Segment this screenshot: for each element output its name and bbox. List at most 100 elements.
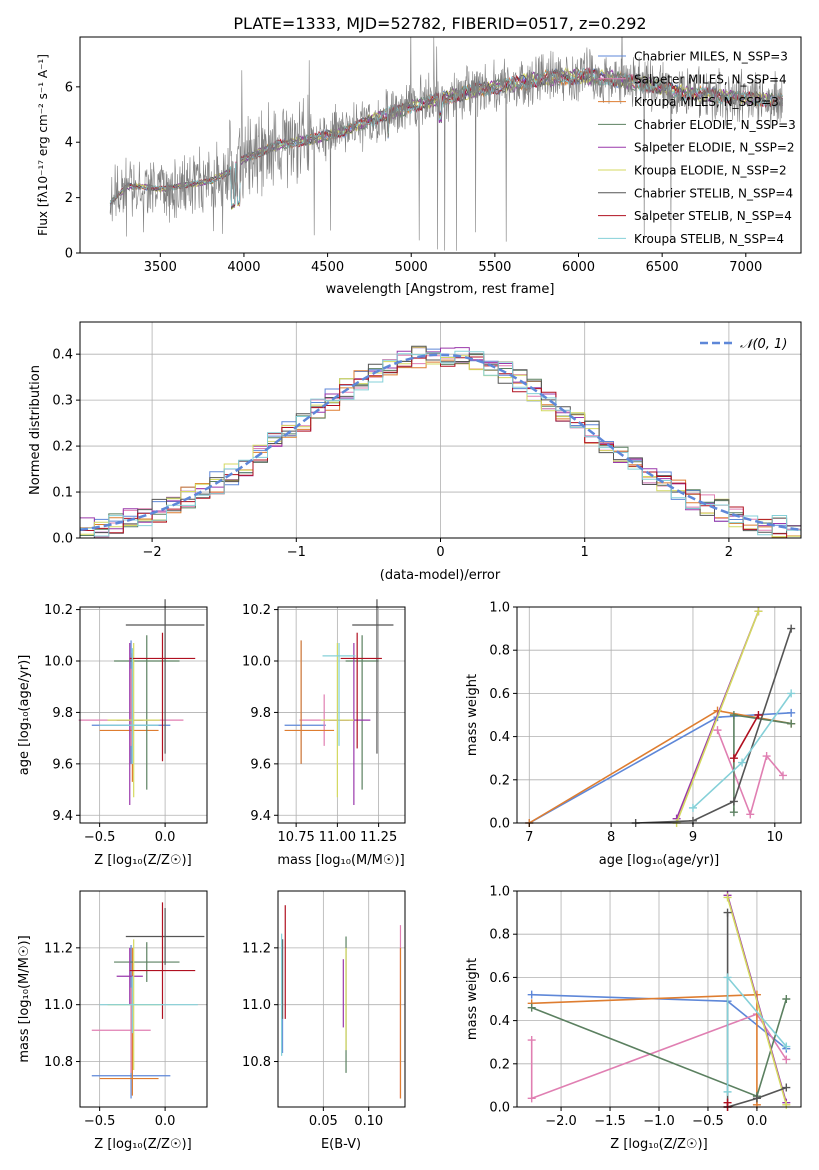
weight-point bbox=[782, 995, 791, 1003]
y-tick-label: 9.8 bbox=[52, 706, 73, 721]
y-tick-label: 10.0 bbox=[44, 655, 73, 670]
weight-z-axes: −2.0 −1.5 −1.0 −0.5 0.0 0.0 0.2 0.4 0.6 0.8 1.0 bbox=[489, 885, 767, 1130]
y-tick-label: 0.2 bbox=[489, 1057, 510, 1072]
y-tick-label: 9.6 bbox=[52, 757, 73, 772]
x-tick-label: 9 bbox=[689, 830, 697, 845]
x-tick-label: 0.05 bbox=[309, 1114, 338, 1129]
error-bar bbox=[116, 947, 143, 1005]
residual-legend: 𝒩(0, 1) bbox=[700, 337, 787, 352]
x-tick-label: 7 bbox=[525, 830, 533, 845]
error-bar bbox=[114, 942, 180, 982]
x-tick-label: 3500 bbox=[144, 260, 177, 275]
weight-age-ylabel: mass weight bbox=[465, 674, 480, 756]
error-bar bbox=[114, 635, 180, 790]
spectrum-lines bbox=[109, 37, 784, 251]
y-tick-label: 11.2 bbox=[242, 941, 271, 956]
age-z-axes: −0.5 0.0 9.4 9.6 9.8 10.0 10.2 bbox=[44, 603, 175, 845]
y-tick-label: 10.0 bbox=[242, 655, 271, 670]
weight-line bbox=[530, 1013, 787, 1100]
weight-point bbox=[723, 973, 732, 982]
legend-label: 𝒩(0, 1) bbox=[740, 337, 787, 352]
weight-point bbox=[787, 689, 796, 698]
spectrum-axes: 3500 4000 4500 5000 5500 6000 6500 7000 0 2 4 6 bbox=[65, 80, 763, 275]
weight-z-xlabel: Z [log₁₀(Z/Z☉)] bbox=[610, 1137, 707, 1152]
weight-point bbox=[729, 808, 738, 817]
age-z-frame bbox=[79, 606, 208, 824]
y-tick-label: 0.4 bbox=[489, 1014, 510, 1029]
legend-label: Salpeter STELIB, N_SSP=4 bbox=[634, 209, 792, 223]
weight-point bbox=[729, 797, 738, 806]
error-bar bbox=[345, 635, 379, 790]
weight-age-panel: 7 8 9 10 0.0 0.2 0.4 0.6 0.8 1.0 age [log₁₀(age/y… bbox=[465, 601, 802, 868]
age-mass-panel: 10.75 11.00 11.25 9.4 9.6 9.8 10.0 10.2 mass [l… bbox=[242, 599, 406, 868]
x-tick-label: 5000 bbox=[395, 260, 428, 275]
x-tick-label: −1 bbox=[287, 545, 306, 560]
weight-point bbox=[754, 711, 763, 719]
spectrum-frame bbox=[79, 36, 802, 254]
x-tick-label: −0.5 bbox=[84, 830, 116, 845]
x-tick-label: 10 bbox=[767, 830, 784, 845]
weight-point bbox=[723, 1098, 732, 1107]
error-bar bbox=[91, 987, 151, 1073]
x-tick-label: 11.00 bbox=[319, 830, 356, 845]
weight-point bbox=[723, 908, 732, 917]
y-tick-label: 0.0 bbox=[489, 1101, 510, 1116]
y-tick-label: 0.6 bbox=[489, 971, 510, 986]
residual-xlabel: (data-model)/error bbox=[380, 568, 501, 583]
normal-curve bbox=[80, 353, 801, 532]
weight-z-marks bbox=[527, 891, 791, 1111]
legend-label: Chabrier MILES, N_SSP=3 bbox=[634, 50, 788, 64]
legend-label: Salpeter ELODIE, N_SSP=2 bbox=[634, 141, 795, 155]
weight-line bbox=[675, 611, 760, 824]
weight-point bbox=[787, 708, 796, 717]
y-tick-label: 0.0 bbox=[489, 817, 510, 832]
residual-ylabel: Normed distribution bbox=[28, 365, 43, 495]
x-tick-label: 10.75 bbox=[278, 830, 315, 845]
residual-panel: 𝒩(0, 1) −2 −1 0 1 2 0.0 0.1 0.2 0.3 0.4 (data-mod… bbox=[28, 321, 802, 583]
weight-point bbox=[729, 711, 738, 719]
weight-point bbox=[527, 1003, 536, 1012]
y-tick-label: 11.0 bbox=[44, 998, 73, 1013]
figure-title: PLATE=1333, MJD=52782, FIBERID=0517, z=0… bbox=[233, 14, 646, 33]
data-spectrum bbox=[109, 37, 783, 251]
y-tick-label: 4 bbox=[65, 136, 73, 151]
y-tick-label: 10.2 bbox=[44, 603, 73, 618]
spectrum-panel: Chabrier MILES, N_SSP=3 Salpeter MILES, N… bbox=[36, 36, 802, 297]
error-bar bbox=[125, 908, 205, 965]
y-tick-label: 1.0 bbox=[489, 885, 510, 900]
weight-point bbox=[729, 754, 738, 763]
legend-label: Kroupa STELIB, N_SSP=4 bbox=[634, 232, 784, 246]
mass-ebv-xlabel: E(B-V) bbox=[321, 1137, 361, 1152]
weight-point bbox=[762, 752, 771, 761]
weight-point bbox=[527, 1094, 536, 1103]
y-tick-label: 0.1 bbox=[52, 486, 73, 501]
age-mass-frame bbox=[277, 606, 406, 824]
weight-point bbox=[746, 810, 755, 819]
y-tick-label: 0 bbox=[65, 247, 73, 262]
x-tick-label: 4000 bbox=[227, 260, 260, 275]
weight-line bbox=[733, 714, 760, 759]
weight-z-panel: −2.0 −1.5 −1.0 −0.5 0.0 0.0 0.2 0.4 0.6 0.8 1.0 Z … bbox=[465, 885, 802, 1152]
y-tick-label: 9.6 bbox=[250, 757, 271, 772]
weight-point bbox=[527, 990, 536, 999]
weight-point bbox=[782, 1083, 791, 1092]
weight-point bbox=[738, 758, 747, 767]
mass-z-ylabel: mass [log₁₀(M/M☉)] bbox=[17, 935, 32, 1062]
spectrum-marks bbox=[109, 37, 784, 251]
y-tick-label: 0.0 bbox=[52, 532, 73, 547]
x-tick-label: 7000 bbox=[729, 260, 762, 275]
y-tick-label: 9.8 bbox=[250, 706, 271, 721]
error-bar bbox=[340, 632, 382, 749]
x-tick-label: −0.5 bbox=[692, 1114, 724, 1129]
error-bar bbox=[320, 643, 354, 798]
weight-point bbox=[688, 803, 697, 812]
y-tick-label: 2 bbox=[65, 191, 73, 206]
weight-point bbox=[723, 1087, 732, 1096]
weight-point bbox=[723, 893, 732, 902]
error-bar bbox=[99, 976, 198, 1034]
mass-z-axes: −0.5 0.0 10.8 11.0 11.2 bbox=[44, 941, 175, 1129]
y-tick-label: 0.4 bbox=[489, 730, 510, 745]
legend-label: Kroupa ELODIE, N_SSP=2 bbox=[634, 164, 787, 178]
x-tick-label: 4500 bbox=[311, 260, 344, 275]
